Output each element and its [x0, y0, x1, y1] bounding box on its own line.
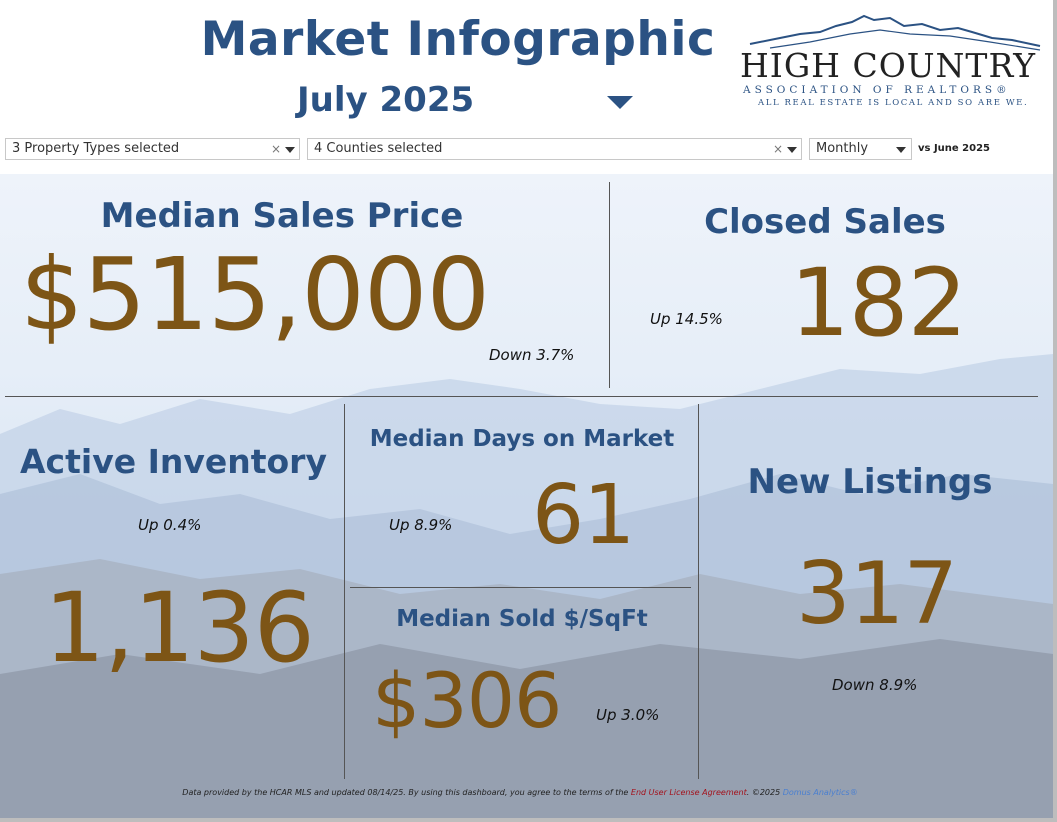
closed-sales-value: 182: [790, 249, 967, 358]
domus-analytics-link[interactable]: Domus Analytics®: [782, 788, 858, 797]
caret-down-icon[interactable]: [896, 147, 906, 153]
logo-subtitle: ASSOCIATION OF REALTORS®: [743, 84, 1011, 96]
counties-value: 4 Counties selected: [314, 141, 443, 156]
logo-tagline: ALL REAL ESTATE IS LOCAL AND SO ARE WE.: [758, 98, 1029, 108]
new-listings-value: 317: [796, 544, 958, 644]
divider-vertical-top: [609, 182, 610, 388]
closed-sales-title: Closed Sales: [704, 202, 946, 242]
comparison-label: vs June 2025: [918, 143, 991, 154]
footer-disclaimer: Data provided by the HCAR MLS and update…: [0, 788, 1040, 797]
median-sold-sqft-change: Up 3.0%: [596, 706, 660, 724]
caret-down-icon[interactable]: [285, 147, 295, 153]
clear-x-icon[interactable]: ×: [271, 142, 282, 156]
median-sales-price-value: $515,000: [20, 236, 490, 353]
metrics-panel: Median Sales Price $515,000 Down 3.7% Cl…: [0, 174, 1053, 818]
property-types-value: 3 Property Types selected: [12, 141, 180, 156]
month-dropdown-caret-icon[interactable]: [607, 96, 633, 109]
footer-text: Data provided by the HCAR MLS and update…: [182, 788, 631, 797]
median-sold-sqft-value: $306: [372, 656, 562, 745]
active-inventory-change: Up 0.4%: [138, 516, 202, 534]
caret-down-icon[interactable]: [787, 147, 797, 153]
month-label: July 2025: [297, 80, 475, 120]
divider-horizontal-center: [350, 587, 691, 588]
mountain-ridge-icon: [749, 14, 1041, 51]
logo-name: HIGH COUNTRY: [740, 46, 1037, 85]
new-listings-change: Down 8.9%: [832, 676, 918, 694]
median-days-on-market-change: Up 8.9%: [389, 516, 453, 534]
median-days-on-market-title: Median Days on Market: [369, 426, 675, 452]
new-listings-title: New Listings: [747, 462, 993, 502]
divider-horizontal-middle: [5, 396, 1038, 397]
page-title: Market Infographic: [200, 12, 716, 67]
median-days-on-market-value: 61: [532, 468, 635, 563]
mountain-background: [0, 354, 1053, 818]
period-value: Monthly: [816, 141, 869, 156]
median-sales-price-title: Median Sales Price: [100, 196, 464, 236]
active-inventory-value: 1,136: [44, 572, 315, 684]
license-agreement-link[interactable]: End User License Agreement: [630, 788, 747, 797]
median-sold-sqft-title: Median Sold $/SqFt: [396, 606, 648, 632]
divider-vertical-right: [698, 404, 699, 779]
period-select[interactable]: Monthly: [809, 138, 912, 160]
property-types-filter[interactable]: 3 Property Types selected ×: [5, 138, 300, 160]
clear-x-icon[interactable]: ×: [773, 142, 784, 156]
active-inventory-title: Active Inventory: [20, 442, 327, 481]
high-country-logo: HIGH COUNTRY ASSOCIATION OF REALTORS® AL…: [740, 12, 1048, 112]
closed-sales-change: Up 14.5%: [650, 310, 723, 328]
divider-vertical-left: [344, 404, 345, 779]
median-sales-price-change: Down 3.7%: [489, 346, 575, 364]
counties-filter[interactable]: 4 Counties selected ×: [307, 138, 802, 160]
footer-copyright: . ©2025: [746, 788, 783, 797]
